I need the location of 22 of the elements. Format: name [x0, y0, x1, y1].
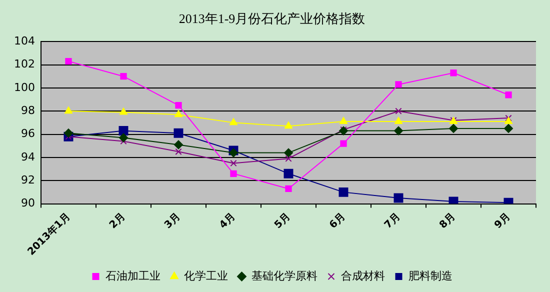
y-tick-label: 100: [14, 80, 35, 94]
x-tick-label: 7月: [382, 211, 402, 231]
x-tick-label: 2月: [108, 211, 128, 231]
y-tick-label: 96: [20, 127, 35, 140]
legend-label: 合成材料: [340, 269, 385, 282]
legend-label: 石油加工业: [105, 269, 160, 282]
legend-label: 基础化学原料: [251, 269, 318, 282]
y-tick-label: 104: [14, 34, 35, 48]
legend-label: 肥料制造: [408, 269, 452, 282]
x-tick-label: 3月: [162, 211, 182, 231]
x-tick-label: 9月: [492, 211, 512, 231]
y-tick-label: 98: [20, 104, 35, 117]
chart-title: 2013年1-9月份石化产业价格指数: [178, 11, 366, 26]
y-tick-label: 94: [20, 150, 35, 164]
y-tick-label: 102: [14, 58, 35, 71]
legend-label: 化学工业: [184, 269, 228, 282]
x-tick-label: 8月: [438, 211, 458, 231]
y-tick-label: 92: [20, 173, 35, 186]
x-tick-label: 5月: [272, 211, 292, 231]
y-tick-label: 90: [20, 196, 35, 210]
x-tick-label: 4月: [218, 211, 238, 231]
x-tick-label: 6月: [328, 211, 348, 231]
